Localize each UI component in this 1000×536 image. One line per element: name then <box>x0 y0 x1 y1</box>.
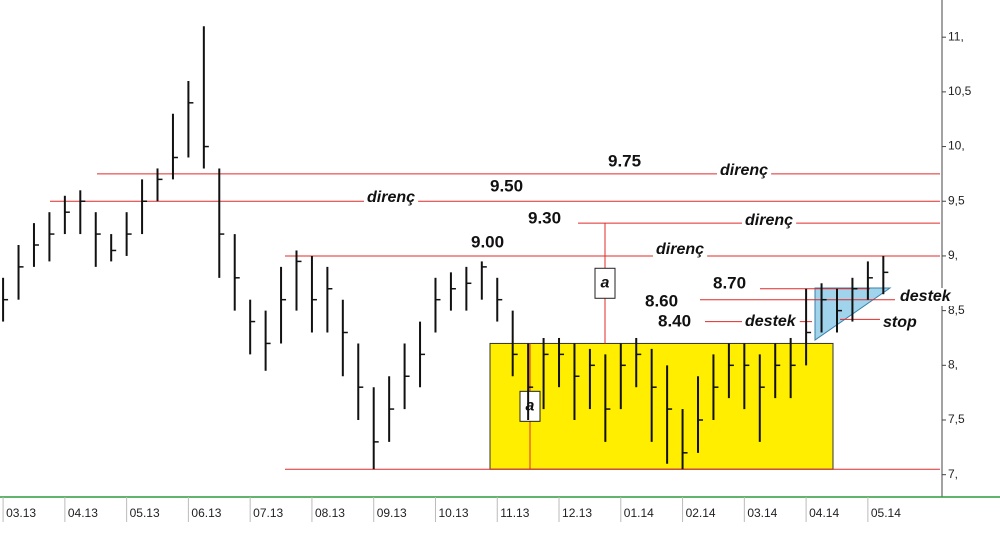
y-tick-label: 9, <box>948 248 958 262</box>
x-tick-label: 04.13 <box>68 506 98 520</box>
y-tick-label: 8,5 <box>948 303 965 317</box>
x-tick-label: 08.13 <box>315 506 345 520</box>
y-tick-label: 8, <box>948 357 958 371</box>
y-tick-label: 9,5 <box>948 193 965 207</box>
y-tick-label: 7, <box>948 467 958 481</box>
level-note: direnç <box>745 212 793 229</box>
level-note: stop <box>883 314 917 331</box>
y-tick-label: 10,5 <box>948 84 972 98</box>
x-tick-label: 09.13 <box>377 506 407 520</box>
level-label: 9.30 <box>528 208 561 227</box>
measure-label: a <box>601 275 610 292</box>
level-label: 9.50 <box>490 176 523 195</box>
x-tick-label: 11.13 <box>500 506 529 520</box>
note-bg <box>717 162 772 180</box>
level-note: destek <box>900 288 952 305</box>
note-bg <box>880 314 920 332</box>
level-note: direnç <box>720 162 768 179</box>
note-bg <box>742 313 800 331</box>
level-label: 9.00 <box>471 232 504 251</box>
level-note: destek <box>745 313 797 330</box>
x-tick-label: 03.13 <box>6 506 36 520</box>
x-tick-label: 06.13 <box>191 506 221 520</box>
level-label: 8.60 <box>645 291 678 310</box>
x-tick-label: 10.13 <box>438 506 468 520</box>
x-tick-label: 05.13 <box>130 506 160 520</box>
x-tick-label: 01.14 <box>624 506 654 520</box>
note-bg <box>653 241 708 259</box>
box-layer <box>489 342 834 470</box>
level-note: direnç <box>656 241 704 258</box>
x-tick-label: 02.14 <box>686 506 716 520</box>
level-label: 8.70 <box>713 273 746 292</box>
note-bg <box>897 288 955 306</box>
x-tick-label: 04.14 <box>809 506 839 520</box>
range-box <box>489 342 834 470</box>
measure-box <box>519 390 541 422</box>
x-tick-label: 12.13 <box>562 506 592 520</box>
x-tick-label: 05.14 <box>871 506 901 520</box>
y-tick-label: 11, <box>948 29 964 43</box>
note-bg <box>364 189 419 207</box>
x-tick-label: 03.14 <box>747 506 777 520</box>
level-note: direnç <box>367 189 415 206</box>
y-tick-label: 10, <box>948 139 965 153</box>
measure-label: a <box>526 398 535 415</box>
level-label: 9.75 <box>608 151 641 170</box>
note-bg <box>742 212 797 230</box>
x-tick-label: 07.13 <box>253 506 283 520</box>
measure-box <box>594 267 616 299</box>
level-label: 8.40 <box>658 311 691 330</box>
y-tick-label: 7,5 <box>948 412 965 426</box>
